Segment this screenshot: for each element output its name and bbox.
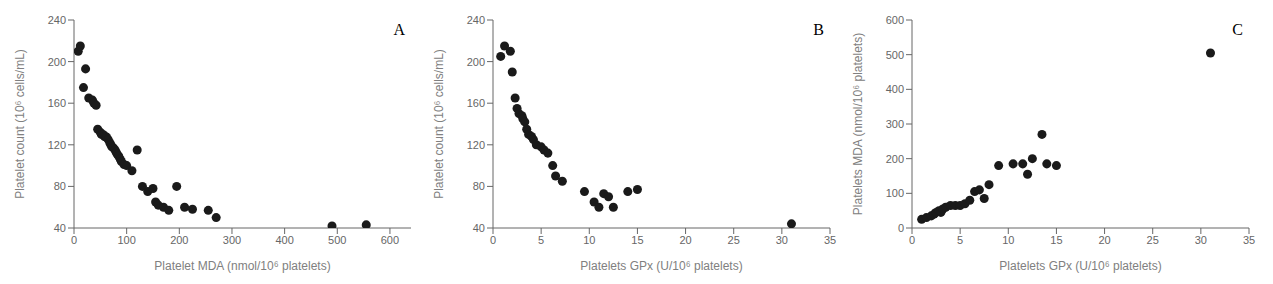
svg-text:240: 240 [48, 14, 66, 26]
html-text:A: A [393, 21, 405, 38]
svg-text:160: 160 [48, 97, 66, 109]
svg-text:200: 200 [170, 234, 188, 246]
svg-text:200: 200 [886, 153, 904, 165]
svg-text:5: 5 [957, 234, 963, 246]
svg-text:20: 20 [679, 234, 691, 246]
svg-text:20: 20 [1098, 234, 1110, 246]
svg-text:Platelets GPx (U/10⁶ platelets: Platelets GPx (U/10⁶ platelets) [580, 259, 742, 273]
svg-text:100: 100 [117, 234, 135, 246]
svg-text:25: 25 [728, 234, 740, 246]
svg-text:400: 400 [886, 83, 904, 95]
svg-text:0: 0 [71, 234, 77, 246]
svg-text:30: 30 [776, 234, 788, 246]
svg-text:500: 500 [328, 234, 346, 246]
svg-text:Platelets GPx (U/10⁶ platelets: Platelets GPx (U/10⁶ platelets) [999, 259, 1161, 273]
svg-text:Platelets MDA (nmol/10⁶ platel: Platelets MDA (nmol/10⁶ platelets) [851, 33, 865, 215]
svg-text:120: 120 [467, 139, 485, 151]
svg-text:10: 10 [1002, 234, 1014, 246]
svg-text:600: 600 [886, 14, 904, 26]
svg-text:100: 100 [886, 187, 904, 199]
svg-text:300: 300 [886, 118, 904, 130]
svg-text:15: 15 [631, 234, 643, 246]
svg-text:160: 160 [467, 97, 485, 109]
svg-text:15: 15 [1050, 234, 1062, 246]
svg-text:40: 40 [473, 222, 485, 234]
svg-text:240: 240 [467, 14, 485, 26]
svg-text:40: 40 [54, 222, 66, 234]
svg-text:0: 0 [909, 234, 915, 246]
svg-text:Platelet count (10⁶ cells/mL): Platelet count (10⁶ cells/mL) [432, 49, 446, 199]
svg-text:0: 0 [898, 222, 904, 234]
svg-text:80: 80 [54, 180, 66, 192]
html-text:C: C [1232, 21, 1243, 38]
svg-text:10: 10 [583, 234, 595, 246]
html-text:B: B [813, 21, 824, 38]
svg-text:Platelet MDA (nmol/10⁶ platele: Platelet MDA (nmol/10⁶ platelets) [154, 259, 330, 273]
svg-text:120: 120 [48, 139, 66, 151]
svg-text:80: 80 [473, 180, 485, 192]
svg-text:0: 0 [490, 234, 496, 246]
svg-text:Platelet count (10⁶ cells/mL): Platelet count (10⁶ cells/mL) [13, 49, 27, 199]
svg-text:400: 400 [275, 234, 293, 246]
svg-text:25: 25 [1147, 234, 1159, 246]
svg-text:300: 300 [223, 234, 241, 246]
svg-text:200: 200 [467, 56, 485, 68]
svg-text:600: 600 [381, 234, 399, 246]
svg-text:5: 5 [538, 234, 544, 246]
svg-text:500: 500 [886, 49, 904, 61]
svg-text:30: 30 [1195, 234, 1207, 246]
svg-text:35: 35 [824, 234, 836, 246]
svg-text:35: 35 [1243, 234, 1255, 246]
svg-text:200: 200 [48, 56, 66, 68]
